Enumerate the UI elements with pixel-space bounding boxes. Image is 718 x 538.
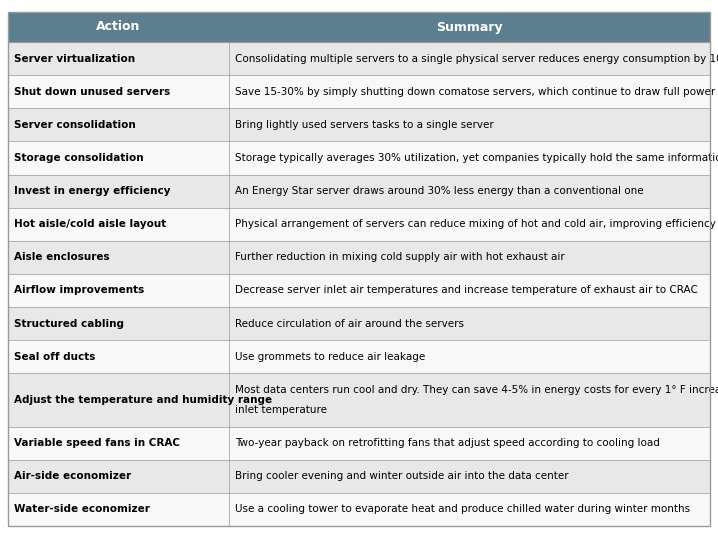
Text: Water-side economizer: Water-side economizer <box>14 505 150 514</box>
Bar <box>8 208 710 241</box>
Text: Action: Action <box>96 20 141 33</box>
Text: Server virtualization: Server virtualization <box>14 54 135 63</box>
Text: Most data centers run cool and dry. They can save 4-5% in energy costs for every: Most data centers run cool and dry. They… <box>235 385 718 395</box>
Bar <box>8 75 710 108</box>
Bar <box>8 12 710 42</box>
Bar <box>8 274 710 307</box>
Text: Seal off ducts: Seal off ducts <box>14 352 95 362</box>
Text: Airflow improvements: Airflow improvements <box>14 286 144 295</box>
Bar <box>8 141 710 174</box>
Text: Save 15-30% by simply shutting down comatose servers, which continue to draw ful: Save 15-30% by simply shutting down coma… <box>235 87 718 97</box>
Bar <box>8 493 710 526</box>
Bar <box>8 174 710 208</box>
Text: inlet temperature: inlet temperature <box>235 405 327 415</box>
Bar <box>8 373 710 427</box>
Text: Use grommets to reduce air leakage: Use grommets to reduce air leakage <box>235 352 425 362</box>
Text: Storage consolidation: Storage consolidation <box>14 153 144 163</box>
Text: Bring lightly used servers tasks to a single server: Bring lightly used servers tasks to a si… <box>235 120 494 130</box>
Text: Two-year payback on retrofitting fans that adjust speed according to cooling loa: Two-year payback on retrofitting fans th… <box>235 438 660 448</box>
Text: Aisle enclosures: Aisle enclosures <box>14 252 110 263</box>
Text: Further reduction in mixing cold supply air with hot exhaust air: Further reduction in mixing cold supply … <box>235 252 565 263</box>
Bar <box>8 427 710 460</box>
Text: Storage typically averages 30% utilization, yet companies typically hold the sam: Storage typically averages 30% utilizati… <box>235 153 718 163</box>
Text: Use a cooling tower to evaporate heat and produce chilled water during winter mo: Use a cooling tower to evaporate heat an… <box>235 505 690 514</box>
Text: Adjust the temperature and humidity range: Adjust the temperature and humidity rang… <box>14 395 272 405</box>
Text: Reduce circulation of air around the servers: Reduce circulation of air around the ser… <box>235 318 464 329</box>
Bar <box>8 42 710 75</box>
Text: Decrease server inlet air temperatures and increase temperature of exhaust air t: Decrease server inlet air temperatures a… <box>235 286 698 295</box>
Text: Air-side economizer: Air-side economizer <box>14 471 131 482</box>
Text: Hot aisle/cold aisle layout: Hot aisle/cold aisle layout <box>14 219 167 229</box>
Text: Variable speed fans in CRAC: Variable speed fans in CRAC <box>14 438 180 448</box>
Bar <box>8 307 710 340</box>
Bar <box>8 108 710 141</box>
Text: Structured cabling: Structured cabling <box>14 318 124 329</box>
Bar <box>8 340 710 373</box>
Bar <box>8 241 710 274</box>
Text: Bring cooler evening and winter outside air into the data center: Bring cooler evening and winter outside … <box>235 471 569 482</box>
Text: An Energy Star server draws around 30% less energy than a conventional one: An Energy Star server draws around 30% l… <box>235 186 644 196</box>
Text: Invest in energy efficiency: Invest in energy efficiency <box>14 186 170 196</box>
Text: Summary: Summary <box>437 20 503 33</box>
Text: Server consolidation: Server consolidation <box>14 120 136 130</box>
Text: Physical arrangement of servers can reduce mixing of hot and cold air, improving: Physical arrangement of servers can redu… <box>235 219 716 229</box>
Bar <box>8 460 710 493</box>
Text: Shut down unused servers: Shut down unused servers <box>14 87 170 97</box>
Text: Consolidating multiple servers to a single physical server reduces energy consum: Consolidating multiple servers to a sing… <box>235 54 718 63</box>
